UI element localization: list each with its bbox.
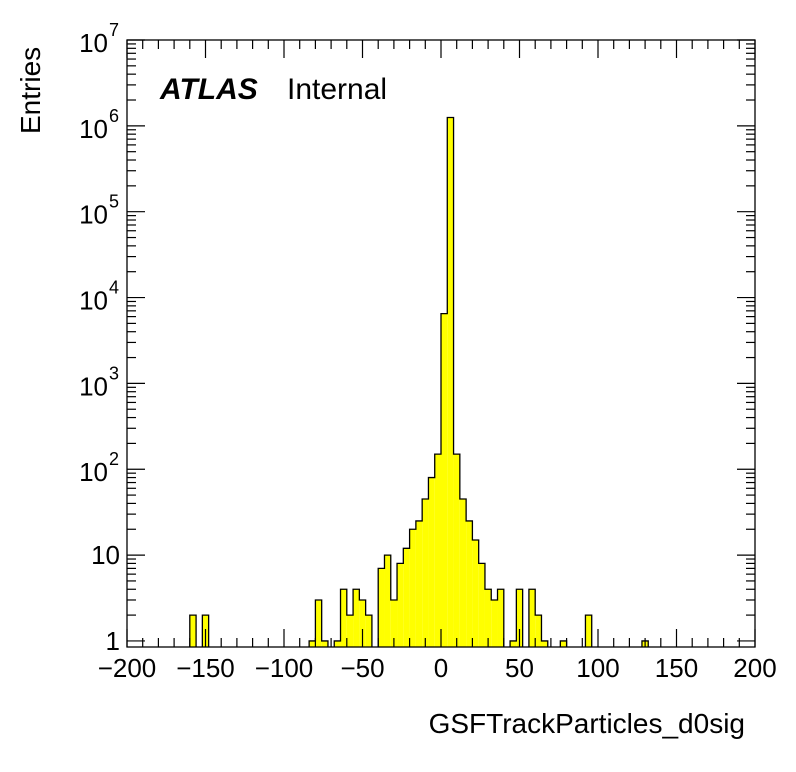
histogram-bin <box>478 563 485 647</box>
histogram-bin <box>340 589 347 647</box>
x-tick-label: 0 <box>434 653 448 683</box>
y-tick-label: 10 <box>79 457 108 487</box>
x-tick-label: 50 <box>505 653 534 683</box>
histogram-bin <box>516 589 523 647</box>
histogram-bin <box>346 615 354 647</box>
y-tick-label: 10 <box>79 28 108 58</box>
y-tick-label: 10 <box>79 371 108 401</box>
y-tick-label: 10 <box>79 200 108 230</box>
x-tick-label: −200 <box>98 653 157 683</box>
x-tick-labels: −200 −150 −100 −50 0 50 100 150 200 <box>98 653 777 683</box>
histogram-bin <box>510 640 517 647</box>
histogram-bin <box>397 563 404 647</box>
histogram-bin <box>497 589 504 647</box>
x-tick-label: 100 <box>576 653 619 683</box>
histogram-bin <box>378 568 385 647</box>
y-tick-label: 1 <box>106 626 120 656</box>
status-label: Internal <box>287 73 387 106</box>
histogram-outline <box>189 116 649 647</box>
y-tick-label: 10 <box>79 114 108 144</box>
histogram-bin <box>384 555 391 647</box>
x-tick-label: −50 <box>340 653 384 683</box>
histogram-bin <box>403 548 410 647</box>
histogram-bin <box>365 615 372 647</box>
histogram-bin <box>541 640 548 647</box>
y-tick-exponent: 6 <box>109 106 119 126</box>
y-tick-label: 10 <box>79 286 108 316</box>
histogram-bin <box>491 599 498 647</box>
histogram-bin <box>560 640 567 647</box>
y-tick-label: 10 <box>91 540 120 570</box>
histogram-bin <box>441 313 448 647</box>
experiment-label: ATLAS <box>159 73 258 106</box>
histogram-bin <box>390 599 398 647</box>
histogram-bin <box>321 640 328 647</box>
y-axis-label: Entries <box>15 47 46 134</box>
y-tick-exponent: 5 <box>109 192 119 212</box>
histogram-bin <box>472 539 479 647</box>
y-tick-exponent: 4 <box>109 278 119 298</box>
x-axis-label: GSFTrackParticles_d0sig <box>429 708 745 739</box>
histogram-bin <box>484 589 492 647</box>
histogram-bin <box>359 599 366 647</box>
x-tick-label: 200 <box>733 653 776 683</box>
histogram-bin <box>428 477 435 647</box>
histogram-bin <box>447 117 454 648</box>
axis-ticks <box>126 39 756 647</box>
histogram-bin <box>353 589 360 647</box>
histogram-bin <box>459 499 467 647</box>
histogram-bin <box>422 499 429 647</box>
histogram-bin <box>409 529 416 647</box>
histogram-bin <box>415 520 423 647</box>
x-tick-label: −100 <box>255 653 314 683</box>
y-tick-exponent: 7 <box>109 20 119 40</box>
histogram-bin <box>434 454 441 647</box>
histogram-bin <box>528 589 536 647</box>
histogram-bin <box>309 640 316 647</box>
histogram-bin <box>585 615 592 647</box>
x-tick-label: −150 <box>176 653 235 683</box>
histogram-bars <box>189 117 649 648</box>
x-tick-label: 150 <box>655 653 698 683</box>
histogram-bin <box>334 640 341 647</box>
y-tick-exponent: 2 <box>109 449 119 469</box>
histogram-bin <box>315 599 322 647</box>
y-tick-exponent: 3 <box>109 363 119 383</box>
histogram-bin <box>189 615 197 647</box>
histogram-bin <box>466 520 473 647</box>
histogram-bin <box>535 615 542 647</box>
histogram-bin <box>453 454 460 647</box>
